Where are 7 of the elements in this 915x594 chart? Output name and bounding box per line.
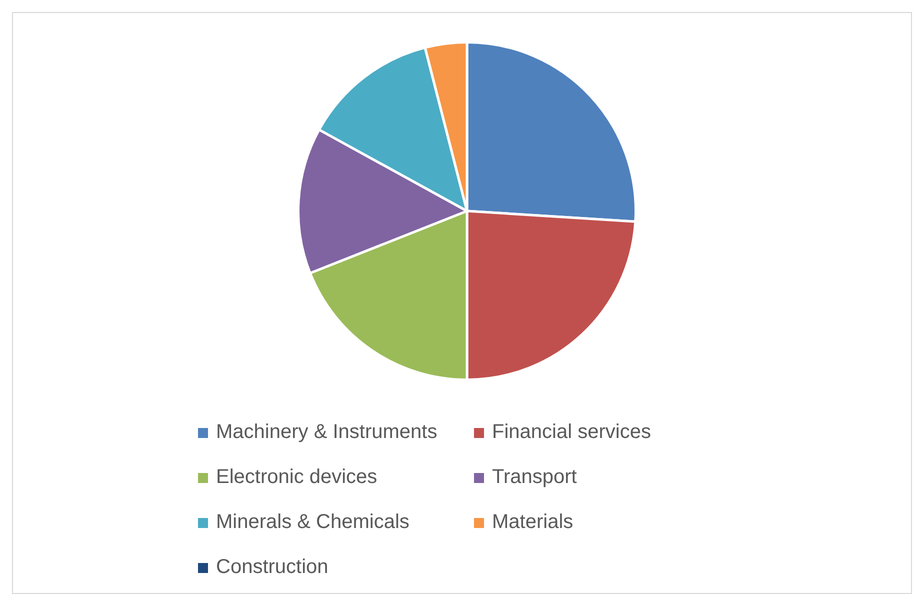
legend-label: Machinery & Instruments (216, 421, 438, 444)
legend-label: Materials (492, 511, 574, 534)
legend-label: Transport (492, 466, 577, 489)
legend-label: Minerals & Chemicals (216, 511, 410, 534)
legend-label: Financial services (492, 421, 651, 444)
legend-label: Construction (216, 556, 328, 579)
legend-label: Electronic devices (216, 466, 378, 489)
